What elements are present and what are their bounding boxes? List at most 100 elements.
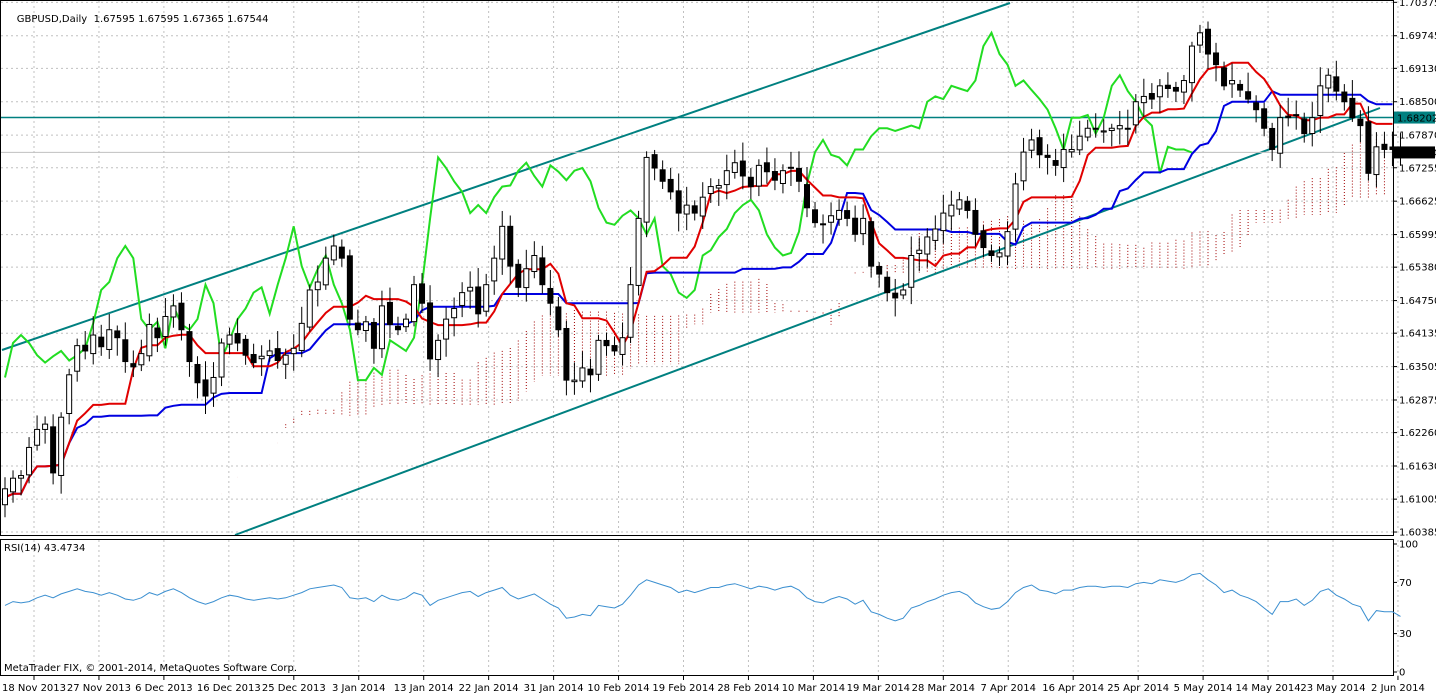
candle[interactable]	[1156, 79, 1163, 113]
candle[interactable]	[1269, 122, 1276, 162]
candle[interactable]	[1285, 97, 1292, 127]
candle[interactable]	[483, 273, 490, 317]
candle[interactable]	[50, 414, 57, 485]
candle[interactable]	[844, 201, 851, 227]
candle[interactable]	[1100, 119, 1107, 143]
candle[interactable]	[290, 334, 297, 371]
candle[interactable]	[787, 151, 794, 186]
candle[interactable]	[306, 284, 313, 332]
candle[interactable]	[940, 194, 947, 244]
candle[interactable]	[675, 173, 682, 232]
candle[interactable]	[579, 351, 586, 388]
channel-lower-line[interactable]	[234, 107, 1381, 536]
candle[interactable]	[643, 151, 650, 238]
candle[interactable]	[699, 182, 706, 229]
candle[interactable]	[860, 204, 867, 246]
candle[interactable]	[451, 297, 458, 337]
candle[interactable]	[154, 317, 161, 353]
candle[interactable]	[1028, 128, 1035, 159]
candle[interactable]	[587, 358, 594, 393]
candle[interactable]	[26, 437, 33, 484]
candle[interactable]	[314, 265, 321, 307]
candle[interactable]	[1365, 106, 1372, 181]
candle[interactable]	[531, 241, 538, 279]
candle[interactable]	[370, 318, 377, 364]
candle[interactable]	[996, 246, 1003, 266]
candle[interactable]	[282, 348, 289, 380]
candle[interactable]	[723, 154, 730, 200]
candle[interactable]	[924, 228, 931, 268]
candle[interactable]	[555, 296, 562, 337]
candle[interactable]	[964, 196, 971, 219]
candle[interactable]	[1172, 81, 1179, 103]
candle[interactable]	[948, 190, 955, 231]
candle[interactable]	[836, 199, 843, 226]
candle[interactable]	[1004, 221, 1011, 265]
candle[interactable]	[763, 147, 770, 184]
candle[interactable]	[715, 178, 722, 206]
candle[interactable]	[210, 362, 217, 407]
candle[interactable]	[338, 239, 345, 267]
candle[interactable]	[1036, 129, 1043, 169]
candle[interactable]	[1373, 132, 1380, 188]
candle[interactable]	[1333, 60, 1340, 101]
candle[interactable]	[266, 339, 273, 362]
candle[interactable]	[1229, 63, 1236, 98]
candle[interactable]	[42, 416, 49, 444]
candle[interactable]	[1237, 79, 1244, 98]
candle[interactable]	[1253, 95, 1260, 123]
candle[interactable]	[138, 339, 145, 372]
candle[interactable]	[1261, 102, 1268, 137]
candle[interactable]	[122, 322, 129, 373]
candle[interactable]	[98, 324, 105, 356]
candle[interactable]	[1060, 133, 1067, 183]
candle[interactable]	[403, 313, 409, 332]
candle[interactable]	[1381, 131, 1388, 159]
candle[interactable]	[1044, 144, 1051, 175]
candle[interactable]	[852, 205, 859, 242]
candle[interactable]	[1092, 113, 1099, 138]
candle[interactable]	[58, 412, 65, 494]
candle[interactable]	[755, 159, 762, 197]
candle[interactable]	[539, 245, 546, 294]
candle[interactable]	[523, 249, 530, 302]
candle[interactable]	[274, 331, 281, 369]
candle[interactable]	[691, 200, 698, 221]
candle[interactable]	[804, 167, 810, 218]
candle[interactable]	[1357, 110, 1364, 143]
candle[interactable]	[2, 477, 8, 518]
candle[interactable]	[820, 214, 827, 244]
candle[interactable]	[443, 307, 450, 357]
candle[interactable]	[66, 368, 73, 425]
candle[interactable]	[795, 151, 802, 193]
candle[interactable]	[491, 245, 498, 295]
candle[interactable]	[1124, 109, 1131, 146]
channel-upper-line[interactable]	[1, 2, 1011, 351]
candle[interactable]	[1116, 110, 1123, 145]
candle[interactable]	[595, 334, 602, 381]
candle[interactable]	[956, 191, 963, 216]
candle[interactable]	[162, 298, 169, 346]
candle[interactable]	[1068, 134, 1075, 158]
candle[interactable]	[932, 215, 939, 251]
candle[interactable]	[114, 325, 121, 356]
candle[interactable]	[747, 168, 754, 200]
candle[interactable]	[1325, 68, 1332, 103]
candle[interactable]	[90, 316, 97, 365]
candle[interactable]	[1196, 24, 1203, 53]
candle[interactable]	[459, 282, 466, 318]
candle[interactable]	[1076, 120, 1083, 156]
candle[interactable]	[475, 268, 482, 328]
candle[interactable]	[1277, 105, 1284, 168]
candle[interactable]	[659, 160, 666, 189]
candle[interactable]	[146, 313, 153, 362]
candle[interactable]	[1020, 137, 1027, 191]
candle[interactable]	[330, 234, 337, 266]
candle[interactable]	[386, 287, 393, 339]
candle[interactable]	[892, 278, 899, 317]
candle[interactable]	[1309, 102, 1316, 147]
candle[interactable]	[611, 336, 618, 356]
candle[interactable]	[170, 294, 177, 328]
candle[interactable]	[1213, 42, 1220, 82]
candle[interactable]	[130, 350, 137, 378]
